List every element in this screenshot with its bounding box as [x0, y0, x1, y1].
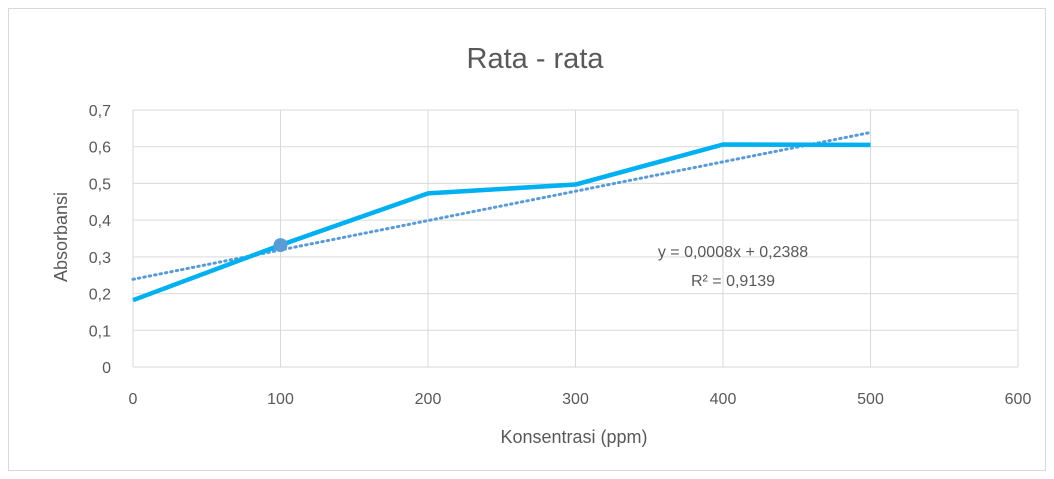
x-tick-label: 400	[710, 391, 737, 408]
gridlines	[132, 109, 1019, 368]
y-tick-labels: 0 0,1 0,2 0,3 0,4 0,5 0,6 0,7	[89, 103, 111, 377]
x-tick-label: 100	[267, 391, 294, 408]
y-tick-label: 0,1	[89, 323, 111, 340]
y-tick-label: 0,6	[89, 140, 111, 157]
x-tick-label: 500	[857, 391, 884, 408]
x-tick-label: 0	[129, 391, 138, 408]
x-tick-label: 600	[1005, 391, 1032, 408]
y-tick-label: 0	[102, 360, 111, 377]
data-point-highlight[interactable]	[273, 238, 288, 253]
x-tick-labels: 0 100 200 300 400 500 600	[129, 391, 1032, 408]
x-axis-title: Konsentrasi (ppm)	[500, 427, 647, 447]
y-tick-label: 0,7	[89, 103, 111, 120]
y-tick-label: 0,3	[89, 250, 111, 267]
y-tick-label: 0,4	[89, 213, 111, 230]
y-axis-title: Absorbansi	[51, 192, 71, 282]
chart-area	[8, 8, 1046, 471]
x-tick-label: 300	[562, 391, 589, 408]
x-tick-label: 200	[415, 391, 442, 408]
y-tick-label: 0,2	[89, 287, 111, 304]
series-line	[132, 142, 871, 303]
trendline-r-squared: R² = 0,9139	[691, 273, 775, 290]
chart-title: Rata - rata	[467, 43, 605, 75]
trendline-equation: y = 0,0008x + 0,2388	[658, 244, 808, 261]
y-tick-label: 0,5	[89, 176, 111, 193]
